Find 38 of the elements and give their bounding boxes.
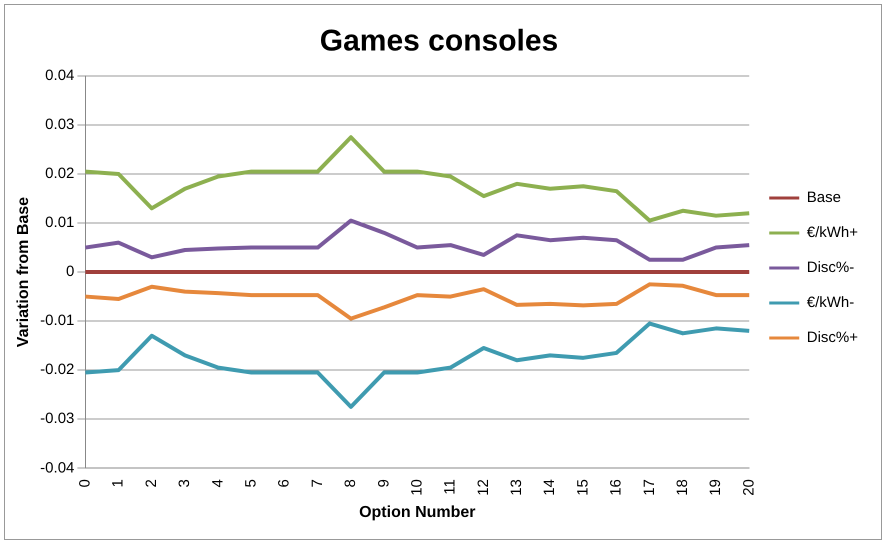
x-tick-label: 20: [740, 479, 758, 496]
x-tick-label: 1: [110, 479, 127, 488]
legend-label: €/kWh-: [806, 294, 854, 312]
x-tick-label: 12: [474, 479, 492, 496]
x-tick-label: 14: [541, 479, 558, 496]
y-tick-label: 0.03: [45, 116, 74, 134]
x-tick-label: 7: [308, 479, 326, 488]
x-tick-label: 4: [209, 479, 226, 488]
x-tick-label: 2: [142, 479, 160, 488]
x-axis-title: Option Number: [359, 504, 476, 521]
x-tick-label: 13: [508, 479, 526, 496]
x-tick-label: 3: [176, 479, 194, 488]
y-tick-label: -0.01: [40, 312, 74, 330]
x-tick-label: 16: [608, 479, 625, 496]
x-tick-label: 19: [707, 479, 724, 496]
y-tick-label: -0.02: [40, 361, 74, 378]
x-tick-label: 6: [276, 479, 293, 488]
legend-label: Disc%+: [806, 329, 858, 346]
y-tick-label: 0.02: [45, 165, 74, 182]
x-tick-label: 8: [342, 479, 360, 488]
y-tick-label: 0.01: [45, 214, 74, 232]
x-tick-label: 11: [442, 479, 459, 495]
x-tick-label: 10: [408, 479, 426, 496]
chart-title: Games consoles: [320, 24, 558, 58]
x-tick-label: 0: [76, 479, 94, 488]
y-tick-label: 0: [66, 263, 74, 280]
x-tick-label: 9: [375, 479, 392, 488]
legend-label: Disc%-: [806, 259, 854, 276]
y-tick-label: -0.03: [40, 410, 74, 428]
x-tick-label: 17: [640, 479, 658, 496]
x-tick-label: 18: [674, 479, 691, 496]
legend-label: Base: [806, 189, 841, 206]
y-axis-title: Variation from Base: [15, 196, 32, 348]
x-tick-label: 5: [242, 479, 260, 488]
legend-label: €/kWh+: [806, 224, 858, 242]
y-tick-label: 0.04: [45, 67, 74, 84]
x-tick-label: 15: [574, 479, 592, 496]
y-tick-label: -0.04: [40, 459, 74, 476]
